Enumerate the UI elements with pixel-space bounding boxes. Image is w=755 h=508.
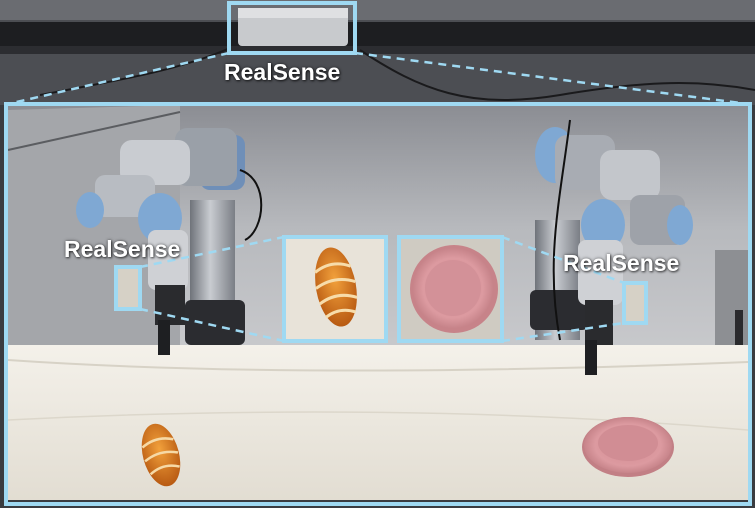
right-wrist-camera-box — [622, 281, 648, 325]
top-camera-box — [227, 1, 357, 55]
scene-frame — [4, 102, 752, 506]
left-wrist-camera-label: RealSense — [64, 236, 181, 262]
right-wrist-camera-label: RealSense — [563, 250, 680, 276]
right-robot-arm — [530, 119, 693, 375]
plate-object — [582, 417, 674, 477]
left-wrist-camera-box — [114, 265, 142, 311]
left-robot-arm — [76, 128, 245, 355]
bread-zoom-inset — [284, 237, 386, 341]
plate-zoom-inset — [399, 237, 502, 341]
top-camera-label: RealSense — [224, 59, 341, 85]
bread-object — [141, 423, 181, 487]
